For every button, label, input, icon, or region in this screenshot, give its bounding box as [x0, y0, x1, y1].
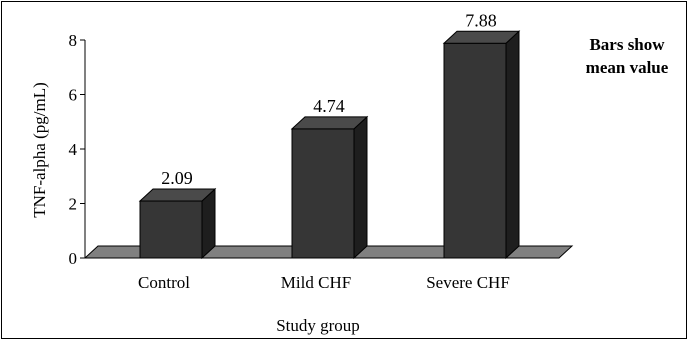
bar: [442, 30, 521, 260]
bar-side: [353, 115, 368, 260]
data-label: 7.88: [465, 10, 497, 30]
bar-top: [290, 116, 369, 130]
y-tick-label: 4: [69, 140, 78, 159]
x-tick-label: Control: [138, 273, 190, 292]
y-tick-label: 8: [69, 31, 78, 50]
data-label: 2.09: [161, 168, 193, 188]
x-tick-label: Severe CHF: [426, 273, 510, 292]
note-line-2: mean value: [586, 58, 669, 77]
bar-front: [443, 42, 507, 259]
bar: [138, 187, 217, 260]
y-tick-label: 6: [69, 86, 78, 105]
y-axis-label: TNF-alpha (pg/mL): [30, 82, 49, 218]
bar-front: [291, 128, 355, 259]
bar-side: [505, 30, 520, 260]
bar-top: [138, 188, 217, 202]
x-tick-label: Mild CHF: [281, 273, 351, 292]
bar: [290, 115, 369, 260]
bar-top: [442, 30, 521, 44]
bar-front: [139, 200, 203, 259]
note-line-1: Bars show: [589, 35, 665, 54]
y-tick-label: 2: [69, 195, 78, 214]
y-tick-label: 0: [69, 249, 78, 268]
x-axis-label: Study group: [276, 316, 360, 335]
data-label: 4.74: [313, 96, 345, 116]
